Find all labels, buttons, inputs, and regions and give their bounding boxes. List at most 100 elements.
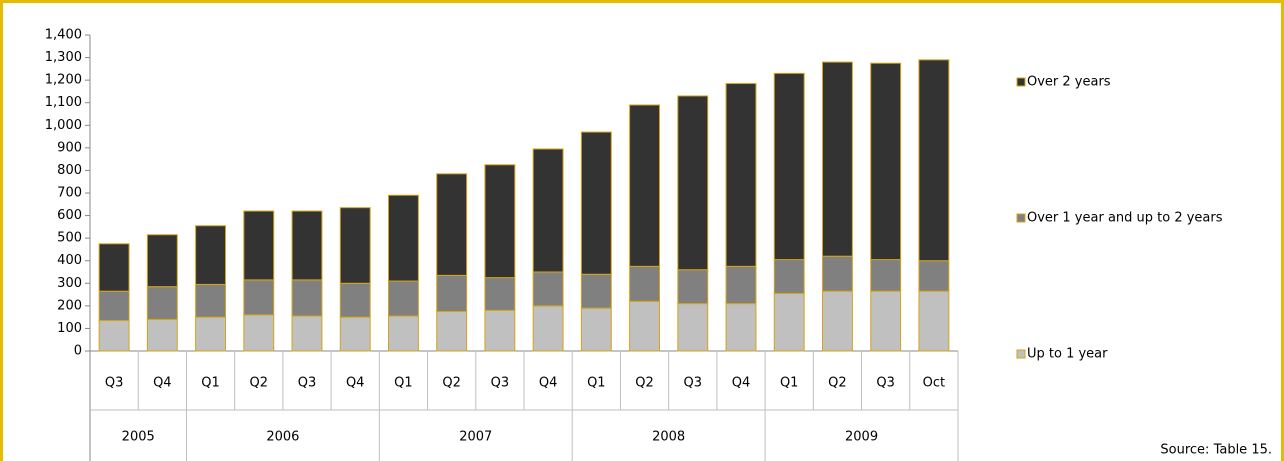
group-label: 2008 [652, 430, 685, 445]
bar-segment [918, 59, 950, 262]
y-tick-label: 0 [74, 344, 82, 359]
y-tick-label: 400 [57, 253, 82, 268]
group-label: 2005 [122, 430, 155, 445]
bar-segment [98, 320, 130, 352]
bar-segment [339, 207, 371, 284]
x-tick-label: Q2 [635, 376, 654, 391]
bar-segment [243, 210, 275, 281]
y-tick-label: 200 [57, 298, 82, 313]
y-tick-label: 1,000 [45, 118, 82, 133]
y-tick-label: 800 [57, 163, 82, 178]
bar-segment [484, 309, 516, 352]
x-tick-label: Q3 [298, 376, 317, 391]
x-tick-label: Q3 [491, 376, 510, 391]
bar-segment [821, 255, 853, 292]
x-tick-label: Q3 [105, 376, 124, 391]
bar-segment [870, 259, 902, 292]
bar-segment [580, 273, 612, 309]
bar-segment [725, 303, 757, 352]
bar-segment [436, 274, 468, 312]
y-tick-label: 100 [57, 321, 82, 336]
group-label: 2006 [266, 430, 299, 445]
bar-segment [629, 104, 661, 267]
y-tick-label: 700 [57, 186, 82, 201]
bar-segment [195, 225, 227, 285]
bar-segment [484, 277, 516, 311]
bar-segment [484, 164, 516, 279]
bar-segment [291, 210, 323, 281]
bar-segment [98, 243, 130, 292]
x-tick-label: Q4 [732, 376, 751, 391]
bar-segment [532, 305, 564, 352]
bar-segment [773, 292, 805, 352]
bar-segment [918, 290, 950, 352]
legend-label: Over 2 years [1027, 75, 1111, 90]
bar-segment [243, 279, 275, 316]
x-tick-label: Oct [923, 376, 945, 391]
bar-segment [339, 316, 371, 352]
bar-segment [387, 315, 419, 352]
x-tick-label: Q4 [539, 376, 558, 391]
bar-segment [870, 290, 902, 352]
bar-segment [146, 286, 178, 320]
bar-segment [725, 83, 757, 267]
x-tick-label: Q1 [394, 376, 413, 391]
bar-segment [629, 300, 661, 352]
legend-label: Up to 1 year [1027, 347, 1108, 362]
bar-segment [532, 271, 564, 307]
x-tick-label: Q1 [587, 376, 606, 391]
legend-label: Over 1 year and up to 2 years [1027, 211, 1223, 226]
y-tick-label: 1,300 [45, 50, 82, 65]
bar-segment [677, 95, 709, 271]
bar-segment [98, 290, 130, 322]
source-note: Source: Table 15. [1160, 443, 1272, 458]
y-tick-label: 1,200 [45, 73, 82, 88]
bar-segment [773, 259, 805, 294]
y-tick-label: 300 [57, 276, 82, 291]
x-tick-label: Q3 [684, 376, 703, 391]
legend-swatch [1016, 213, 1026, 223]
bar-segment [532, 148, 564, 273]
y-tick-label: 900 [57, 140, 82, 155]
y-tick-label: 600 [57, 208, 82, 223]
y-tick-label: 1,400 [45, 28, 82, 43]
bar-segment [580, 131, 612, 275]
bar-segment [725, 265, 757, 305]
bar-segment [146, 234, 178, 288]
bar-segment [821, 290, 853, 352]
legend-swatch [1016, 349, 1026, 359]
bar-segment [291, 279, 323, 317]
bar-segment [629, 265, 661, 302]
bar-segment [243, 314, 275, 352]
bar-segment [436, 173, 468, 276]
bar-segment [870, 62, 902, 261]
bar-segment [146, 318, 178, 352]
group-label: 2007 [459, 430, 492, 445]
group-label: 2009 [845, 430, 878, 445]
bar-segment [339, 282, 371, 318]
y-tick-label: 1,100 [45, 95, 82, 110]
bar-segment [195, 316, 227, 352]
x-tick-label: Q2 [828, 376, 847, 391]
x-tick-label: Q2 [442, 376, 461, 391]
x-tick-label: Q1 [201, 376, 220, 391]
bar-segment [677, 303, 709, 352]
bar-segment [291, 315, 323, 352]
bar-segment [918, 260, 950, 292]
legend-swatch [1016, 77, 1026, 87]
bar-segment [387, 194, 419, 282]
bar-segment [436, 311, 468, 352]
x-tick-label: Q2 [250, 376, 269, 391]
x-tick-label: Q4 [153, 376, 172, 391]
x-tick-label: Q3 [876, 376, 895, 391]
bar-segment [773, 72, 805, 261]
bar-segment [677, 269, 709, 305]
x-tick-label: Q4 [346, 376, 365, 391]
bar-segment [821, 61, 853, 257]
bar-segment [387, 280, 419, 317]
y-tick-label: 500 [57, 231, 82, 246]
bar-segment [580, 307, 612, 352]
x-tick-label: Q1 [780, 376, 799, 391]
